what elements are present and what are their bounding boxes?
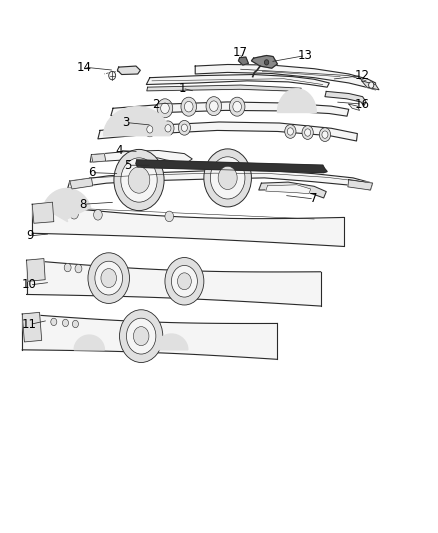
Circle shape xyxy=(144,122,156,137)
Polygon shape xyxy=(111,102,349,116)
Text: 2: 2 xyxy=(152,98,160,110)
Circle shape xyxy=(265,60,269,65)
Circle shape xyxy=(165,125,171,132)
Text: 13: 13 xyxy=(298,49,313,62)
Circle shape xyxy=(114,149,164,211)
Circle shape xyxy=(206,96,222,116)
Circle shape xyxy=(319,128,331,141)
Circle shape xyxy=(233,101,241,112)
Text: 16: 16 xyxy=(354,98,369,110)
Circle shape xyxy=(302,126,313,140)
Circle shape xyxy=(204,149,251,207)
Polygon shape xyxy=(27,259,45,281)
Polygon shape xyxy=(90,150,192,163)
Circle shape xyxy=(95,261,123,295)
Circle shape xyxy=(171,265,198,297)
Polygon shape xyxy=(266,185,311,193)
Polygon shape xyxy=(348,180,372,190)
Polygon shape xyxy=(117,66,140,75)
Polygon shape xyxy=(103,107,170,136)
Text: 4: 4 xyxy=(116,144,123,157)
Text: 5: 5 xyxy=(124,159,132,172)
Text: 9: 9 xyxy=(26,229,33,243)
Text: 6: 6 xyxy=(88,166,95,179)
Circle shape xyxy=(70,208,78,219)
Circle shape xyxy=(120,310,163,362)
Polygon shape xyxy=(349,104,360,110)
Circle shape xyxy=(157,99,173,118)
Text: 17: 17 xyxy=(232,46,247,59)
Polygon shape xyxy=(146,75,329,87)
Circle shape xyxy=(285,125,296,139)
Circle shape xyxy=(101,269,117,288)
Circle shape xyxy=(178,120,191,135)
Polygon shape xyxy=(251,55,277,68)
Polygon shape xyxy=(259,182,326,198)
Polygon shape xyxy=(32,204,343,246)
Circle shape xyxy=(127,318,156,354)
Circle shape xyxy=(230,97,245,116)
Circle shape xyxy=(64,263,71,272)
Polygon shape xyxy=(136,160,327,173)
Text: 14: 14 xyxy=(77,61,92,74)
Circle shape xyxy=(94,209,102,220)
Circle shape xyxy=(177,273,191,290)
Polygon shape xyxy=(92,154,106,162)
Circle shape xyxy=(165,257,204,305)
Circle shape xyxy=(181,97,197,116)
Polygon shape xyxy=(238,57,248,65)
Circle shape xyxy=(218,166,237,190)
Circle shape xyxy=(75,264,82,273)
Polygon shape xyxy=(362,81,379,90)
Circle shape xyxy=(181,124,187,132)
Circle shape xyxy=(88,253,130,303)
Polygon shape xyxy=(147,85,301,91)
Circle shape xyxy=(209,101,218,111)
Text: 10: 10 xyxy=(22,278,37,292)
Polygon shape xyxy=(32,202,54,223)
Polygon shape xyxy=(27,260,321,306)
Circle shape xyxy=(134,327,149,345)
Text: 8: 8 xyxy=(79,198,86,211)
Polygon shape xyxy=(155,334,188,350)
Circle shape xyxy=(51,318,57,326)
Circle shape xyxy=(161,103,169,114)
Polygon shape xyxy=(22,314,277,359)
Polygon shape xyxy=(325,91,366,106)
Circle shape xyxy=(121,158,157,202)
Text: 11: 11 xyxy=(22,318,37,331)
Circle shape xyxy=(369,82,374,88)
Polygon shape xyxy=(277,89,316,112)
Polygon shape xyxy=(67,171,372,190)
Text: 12: 12 xyxy=(354,69,369,82)
Circle shape xyxy=(72,320,78,328)
Polygon shape xyxy=(22,312,42,342)
Circle shape xyxy=(162,121,174,136)
Circle shape xyxy=(165,211,173,222)
Polygon shape xyxy=(43,189,91,222)
Circle shape xyxy=(210,157,245,199)
Text: 3: 3 xyxy=(122,116,130,129)
Polygon shape xyxy=(195,64,375,90)
Circle shape xyxy=(63,319,68,327)
Text: 1: 1 xyxy=(179,82,186,95)
Circle shape xyxy=(322,131,328,139)
Circle shape xyxy=(147,126,153,133)
Polygon shape xyxy=(98,122,357,141)
Circle shape xyxy=(109,71,116,80)
Polygon shape xyxy=(70,178,93,189)
Circle shape xyxy=(304,129,311,136)
Circle shape xyxy=(184,101,193,112)
Text: 7: 7 xyxy=(311,192,318,206)
Circle shape xyxy=(128,167,150,193)
Circle shape xyxy=(287,128,293,135)
Polygon shape xyxy=(74,335,104,350)
